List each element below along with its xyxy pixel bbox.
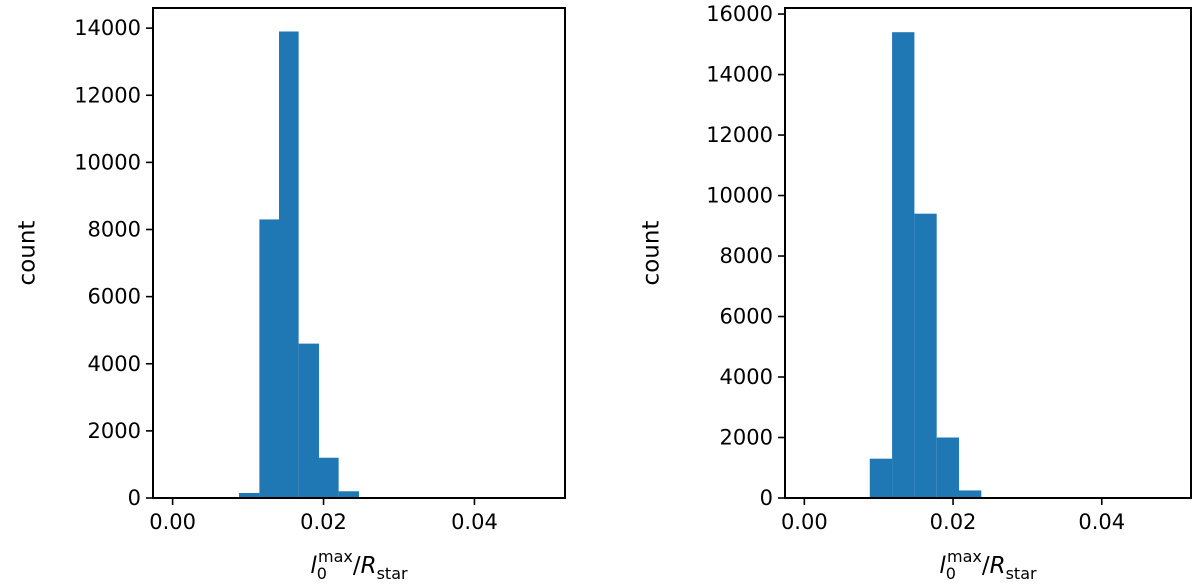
y-tick-label: 6000: [720, 305, 773, 329]
histogram-bar: [239, 492, 260, 498]
x-label-subscript2: star: [1006, 564, 1037, 583]
x-axis-label: l0max/Rstar: [939, 547, 1037, 583]
x-tick-label: 0.00: [149, 510, 196, 534]
x-label-base: l: [939, 553, 946, 579]
histogram-bar: [319, 457, 339, 498]
y-axis-label: count: [15, 221, 41, 286]
x-label-subscript: 0: [317, 564, 327, 583]
y-tick-label: 0: [760, 486, 773, 510]
y-tick-label: 12000: [706, 123, 773, 147]
x-label-subscript: 0: [946, 564, 956, 583]
histogram-bar: [959, 490, 982, 498]
x-label-base: l: [310, 553, 317, 579]
x-label-separator: /: [982, 553, 990, 579]
x-tick-label: 0.04: [1078, 510, 1125, 534]
x-tick-label: 0.00: [781, 510, 828, 534]
x-label-separator: /: [353, 553, 361, 579]
y-tick-label: 4000: [88, 352, 141, 376]
histogram-bar: [869, 458, 893, 498]
y-tick-label: 8000: [88, 218, 141, 242]
x-label-superscript: max: [318, 547, 353, 566]
x-label-superscript: max: [947, 547, 982, 566]
axes-frame: [784, 7, 1192, 499]
histogram-bar: [936, 437, 959, 498]
histogram-bar: [914, 213, 937, 498]
y-tick-label: 14000: [706, 63, 773, 87]
histogram-bar: [279, 31, 299, 499]
x-label-subscript2: star: [377, 564, 408, 583]
histogram-bar: [298, 343, 319, 498]
y-tick-label: 2000: [720, 426, 773, 450]
x-label-base2: R: [361, 553, 377, 579]
y-tick-label: 4000: [720, 365, 773, 389]
histogram-bar: [338, 491, 359, 498]
y-tick-label: 2000: [88, 419, 141, 443]
x-tick-label: 0.02: [300, 510, 347, 534]
y-tick-label: 10000: [706, 184, 773, 208]
y-tick-label: 6000: [88, 285, 141, 309]
histogram-bar: [259, 219, 280, 498]
y-tick-label: 0: [128, 486, 141, 510]
histogram-bar: [892, 32, 915, 498]
axes-frame: [152, 7, 566, 499]
y-axis-label: count: [639, 221, 665, 286]
x-tick-label: 0.02: [930, 510, 977, 534]
y-tick-label: 12000: [74, 83, 141, 107]
x-axis-label: l0max/Rstar: [310, 547, 408, 583]
y-tick-label: 8000: [720, 244, 773, 268]
y-tick-label: 14000: [74, 16, 141, 40]
y-tick-label: 16000: [706, 2, 773, 26]
x-label-base2: R: [990, 553, 1006, 579]
right-histogram-panel: 0 2000 4000 6000 8000 10000 12000 14000 16000 0.0…: [639, 2, 1192, 583]
y-tick-label: 10000: [74, 150, 141, 174]
x-tick-label: 0.04: [451, 510, 498, 534]
left-histogram-panel: 0 2000 4000 6000 8000 10000 12000 14000 0.00 0.02…: [15, 7, 566, 583]
